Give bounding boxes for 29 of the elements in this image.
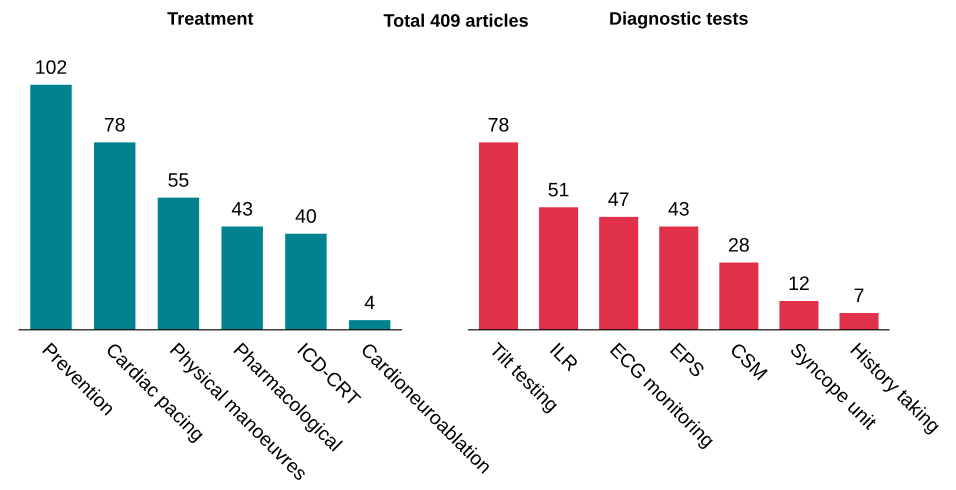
data-label: 51	[548, 182, 568, 196]
data-label: 40	[296, 209, 316, 223]
bar	[94, 142, 136, 330]
data-label: 7	[854, 288, 864, 302]
bar	[840, 312, 879, 330]
bar	[478, 142, 518, 330]
text: Total 409 articles	[384, 14, 528, 27]
data-label: 12	[790, 276, 809, 290]
data-label: 102	[36, 60, 66, 74]
data-label: 28	[729, 238, 749, 252]
data-label: 78	[488, 118, 508, 132]
bar	[285, 234, 327, 330]
data-label: 78	[104, 118, 125, 132]
bar	[659, 226, 698, 330]
chart-title: Treatment	[167, 12, 254, 25]
chart-title: Diagnostic tests	[610, 12, 748, 28]
data-label: 4	[364, 296, 374, 310]
data-label: 55	[168, 173, 188, 187]
data-label: 47	[608, 192, 629, 206]
data-label: 43	[668, 202, 689, 216]
bar	[30, 84, 72, 330]
bar	[779, 300, 818, 330]
data-label: 43	[232, 202, 252, 216]
bar	[221, 226, 263, 330]
bar	[539, 207, 578, 330]
bar	[599, 216, 638, 330]
bar	[719, 262, 758, 330]
bar	[158, 198, 200, 330]
bar	[348, 320, 390, 330]
